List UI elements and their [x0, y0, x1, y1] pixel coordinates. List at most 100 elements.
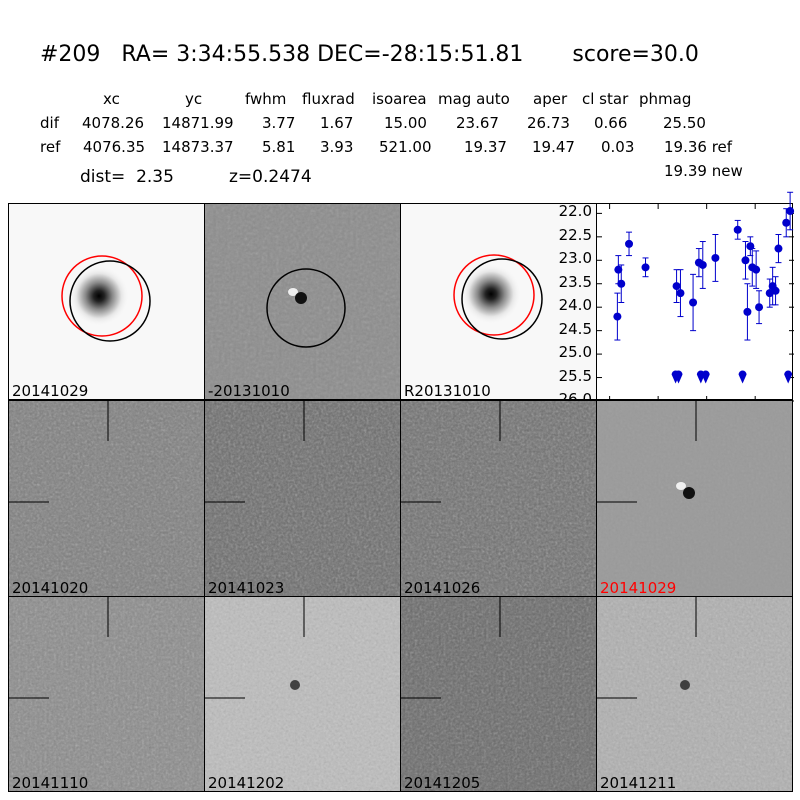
cell: 4076.35	[83, 138, 146, 156]
phmag-new: 19.39 new	[664, 162, 743, 180]
detection-point	[617, 279, 626, 288]
cell: 15.00	[384, 114, 427, 132]
stamp-label: 20141211	[600, 774, 677, 792]
y-tick-label: 25.0	[558, 343, 592, 362]
dist-value: dist= 2.35	[80, 167, 174, 187]
detection-point	[743, 307, 752, 316]
detection-point	[786, 207, 795, 216]
ref-aperture-circle	[61, 255, 143, 337]
y-tick-label: 22.0	[558, 202, 592, 221]
detection-point	[613, 312, 622, 321]
stamp-difference: -20131010	[204, 203, 401, 400]
cell: 3.93	[320, 138, 354, 156]
cell: 0.03	[601, 138, 635, 156]
epoch-stamp: 20141202	[204, 596, 401, 792]
epoch-stamp: 20141026	[400, 400, 597, 597]
y-tick-label: 24.5	[558, 319, 592, 338]
cell: 19.36 ref	[664, 138, 733, 156]
epoch-image	[9, 597, 204, 791]
detection-point	[752, 265, 761, 274]
transient-source	[290, 680, 300, 690]
stamp-label: -20131010	[208, 382, 290, 400]
epoch-stamp: 20141211	[596, 596, 793, 792]
epoch-stamp: 20141110	[8, 596, 205, 792]
detection-point	[782, 218, 791, 227]
redshift-value: z=0.2474	[229, 167, 312, 187]
dif-aperture-circle	[461, 258, 543, 340]
transient-source	[683, 487, 695, 499]
stamp-label: 20141029	[600, 579, 677, 597]
detection-point	[755, 303, 764, 312]
galaxy-image	[401, 204, 596, 399]
epoch-image	[401, 401, 596, 596]
cell: 23.67	[456, 114, 499, 132]
col-yc: yc	[185, 90, 203, 108]
epoch-image	[401, 597, 596, 791]
cell: 25.50	[663, 114, 706, 132]
epoch-image	[9, 401, 204, 596]
light-curve-chart	[596, 191, 795, 402]
page-title: #209 RA= 3:34:55.538 DEC=-28:15:51.81 sc…	[40, 42, 699, 67]
col-cl-star: cl star	[582, 90, 629, 108]
detection-point	[711, 253, 720, 262]
stamp-label: 20141023	[208, 579, 285, 597]
upper-limit-marker	[738, 370, 747, 384]
detection-point	[625, 239, 634, 248]
epoch-image	[597, 597, 792, 791]
detection-point	[741, 256, 750, 265]
cell: 4078.26	[82, 114, 145, 132]
ref-aperture-circle	[453, 254, 535, 336]
dif-aperture-circle	[266, 268, 346, 348]
stamp-label: 20141020	[12, 579, 89, 597]
stamp-label: 20141026	[404, 579, 481, 597]
col-isoarea: isoarea	[372, 90, 427, 108]
detection-point	[676, 289, 685, 298]
y-tick-label: 23.0	[558, 249, 592, 268]
epoch-image	[205, 401, 400, 596]
cell: 0.66	[594, 114, 628, 132]
y-tick-label: 25.5	[558, 366, 592, 385]
stamp-label: 20141029	[12, 382, 89, 400]
difference-image	[205, 204, 400, 399]
cell: 26.73	[527, 114, 570, 132]
col-fwhm: fwhm	[245, 90, 287, 108]
epoch-stamp: 20141205	[400, 596, 597, 792]
stamp-label: 20141202	[208, 774, 285, 792]
detection-point	[698, 260, 707, 269]
epoch-image	[205, 597, 400, 791]
cell: 5.81	[262, 138, 296, 156]
col-xc: xc	[103, 90, 120, 108]
detection-point	[774, 244, 783, 253]
stamp-label: 20141110	[12, 774, 89, 792]
transient-source	[680, 680, 690, 690]
detection-point	[641, 263, 650, 272]
cell: 3.77	[262, 114, 296, 132]
col-phmag: phmag	[639, 90, 692, 108]
stamp-label: R20131010	[404, 382, 491, 400]
col-fluxrad: fluxrad	[302, 90, 355, 108]
col-mag-auto: mag auto	[438, 90, 510, 108]
upper-limit-marker	[784, 370, 793, 384]
detection-point	[689, 298, 698, 307]
cell: 19.47	[532, 138, 575, 156]
stamp-label: 20141205	[404, 774, 481, 792]
y-tick-label: 22.5	[558, 225, 592, 244]
epoch-image	[597, 401, 792, 596]
stamp-reference-galaxy: R20131010	[400, 203, 597, 400]
cell: 19.37	[464, 138, 507, 156]
col-aper: aper	[533, 90, 568, 108]
galaxy-image	[9, 204, 204, 399]
y-tick-label: 23.5	[558, 272, 592, 291]
row-label: dif	[40, 114, 59, 132]
detection-point	[771, 286, 780, 295]
dif-aperture-circle	[69, 260, 151, 342]
epoch-stamp: 20141020	[8, 400, 205, 597]
cell: 1.67	[320, 114, 354, 132]
cell: 14871.99	[162, 114, 234, 132]
row-label: ref	[40, 138, 61, 156]
detection-point	[672, 282, 681, 291]
residual-highlight	[676, 482, 686, 490]
y-tick-label: 24.0	[558, 296, 592, 315]
upper-limit-marker	[674, 370, 683, 384]
stamp-new-galaxy: 20141029	[8, 203, 205, 400]
